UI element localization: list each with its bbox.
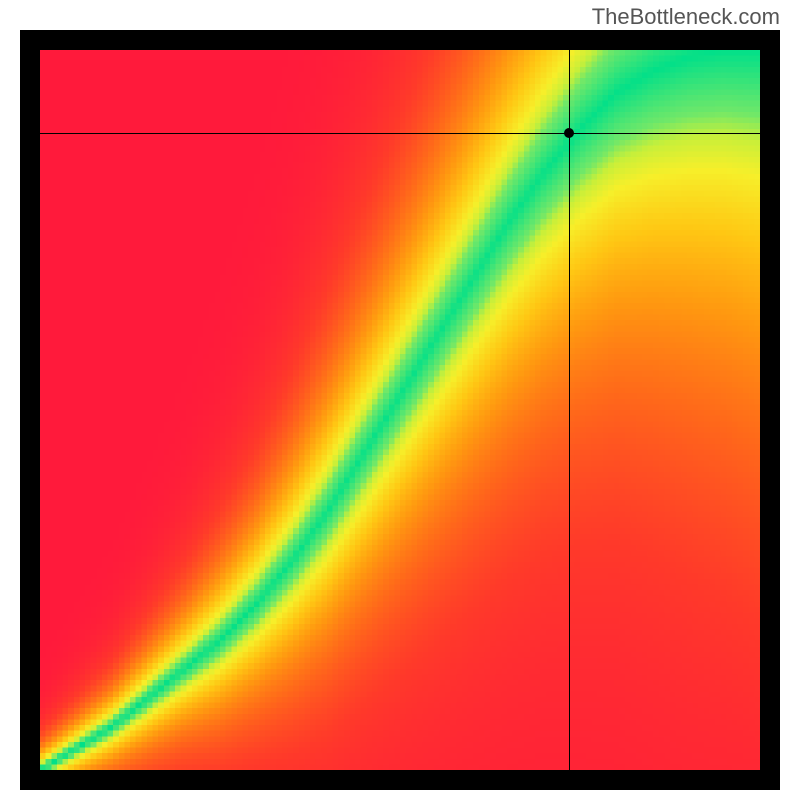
watermark-text: TheBottleneck.com [592, 4, 780, 30]
crosshair-marker [564, 128, 574, 138]
crosshair-horizontal [40, 133, 760, 134]
crosshair-vertical [569, 50, 570, 770]
plot-area [40, 50, 760, 770]
bottleneck-heatmap [40, 50, 760, 770]
plot-frame [20, 30, 780, 790]
